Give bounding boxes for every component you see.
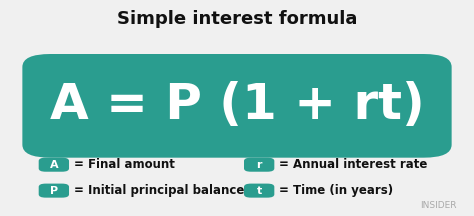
- FancyBboxPatch shape: [244, 158, 274, 172]
- Text: Simple interest formula: Simple interest formula: [117, 10, 357, 29]
- Text: = Final amount: = Final amount: [73, 158, 174, 171]
- FancyBboxPatch shape: [39, 184, 69, 198]
- Text: r: r: [256, 160, 262, 170]
- Text: = Time (in years): = Time (in years): [279, 184, 393, 197]
- FancyBboxPatch shape: [244, 184, 274, 198]
- Text: = Annual interest rate: = Annual interest rate: [279, 158, 428, 171]
- Text: A = P (1 + rt): A = P (1 + rt): [50, 81, 424, 129]
- Text: A: A: [50, 160, 58, 170]
- FancyBboxPatch shape: [22, 54, 452, 158]
- Text: t: t: [256, 186, 262, 196]
- FancyBboxPatch shape: [39, 158, 69, 172]
- Text: P: P: [50, 186, 58, 196]
- Text: = Initial principal balance: = Initial principal balance: [73, 184, 244, 197]
- Text: INSIDER: INSIDER: [420, 200, 456, 210]
